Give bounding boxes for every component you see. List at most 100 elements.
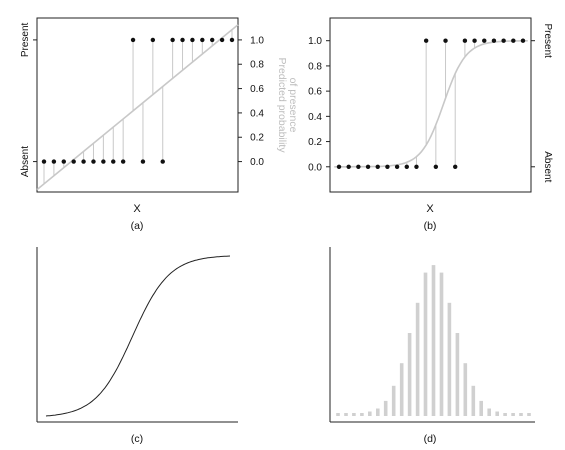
panel-a-right-axis-label-line1: Predicted probability <box>276 57 288 153</box>
panel-a-point <box>101 159 106 164</box>
panel-d-bar <box>471 385 476 416</box>
panel-d-bar <box>527 413 531 416</box>
panel-d-bar <box>336 413 340 416</box>
panel-a-right-ticklabel: 0.0 <box>250 157 264 168</box>
panel-c-curve <box>45 255 231 417</box>
panel-a-left-ticklabel: Absent <box>20 146 31 177</box>
panel-b-point <box>443 38 448 43</box>
panel-b-point <box>404 164 409 169</box>
panel-a-fitted-line <box>36 24 239 191</box>
panel-a-point <box>180 37 185 43</box>
panel-d-bar <box>415 302 420 416</box>
panel-d-bar <box>511 413 515 416</box>
panel-a-left-ticks: Absent Present <box>20 22 37 177</box>
panel-b-left-ticklabel: 1.0 <box>308 36 322 47</box>
panel-b-caption: (b) <box>424 220 437 232</box>
panel-d-bar <box>487 408 491 416</box>
panel-b-point <box>365 164 371 169</box>
panel-b-point <box>423 38 429 43</box>
panel-b-left-ticklabel: 0.0 <box>308 162 322 173</box>
panel-a-point <box>200 37 205 43</box>
panel-a-point <box>91 159 96 164</box>
panel-b-point <box>433 164 439 169</box>
panel-a-point <box>170 37 175 43</box>
panel-d-bar <box>479 400 483 416</box>
panel-a-point <box>71 159 76 164</box>
panel-d-bar <box>376 408 380 416</box>
panel-a-x-label: X <box>133 203 141 215</box>
panel-a-residuals <box>43 29 233 184</box>
panel-a-point <box>111 159 116 164</box>
panel-d-bar <box>352 413 356 416</box>
panel-a-point <box>190 37 195 43</box>
panel-a-right-ticklabel: 1.0 <box>250 35 264 46</box>
panel-d-bar <box>431 265 436 416</box>
panel-b-left-ticklabel: 0.2 <box>308 137 322 148</box>
panel-b-fitted-curve <box>334 40 528 168</box>
panel-b-left-ticklabel: 0.8 <box>308 61 322 72</box>
panel-d-bar <box>407 333 412 416</box>
panel-c: (c) <box>36 247 238 445</box>
panel-d-bar <box>463 363 468 416</box>
panel-d-bar <box>503 413 507 416</box>
panel-d-bar <box>368 411 372 416</box>
panel-b-point <box>336 164 342 169</box>
panel-a-left-ticklabel: Present <box>20 22 31 57</box>
panel-b-left-ticklabel: 0.4 <box>308 112 322 123</box>
panel-a-points <box>41 37 235 164</box>
panel-a-point <box>81 159 86 164</box>
panel-a-frame <box>36 17 239 193</box>
panel-a: Absent Present 0.0 0.2 0.4 0.6 0.8 1.0 X (a) P… <box>20 17 299 232</box>
panel-b-point <box>501 38 506 43</box>
panel-d-bar <box>439 272 444 416</box>
panel-b-point <box>453 164 458 169</box>
panel-a-right-ticks: 0.0 0.2 0.4 0.6 0.8 1.0 <box>238 35 264 168</box>
panel-a-point <box>130 37 136 43</box>
panel-a-point <box>120 159 126 164</box>
panel-b-right-ticks: Absent Present <box>531 23 553 183</box>
panel-b-left-ticklabel: 0.6 <box>308 87 322 98</box>
panel-b-right-ticklabel: Present <box>542 23 553 58</box>
panel-d-bar <box>399 363 404 416</box>
panel-d-bars <box>336 265 531 416</box>
panel-d-bar <box>455 333 460 416</box>
panel-b-point <box>414 164 419 169</box>
panel-a-point <box>229 37 235 43</box>
panel-b-frame <box>329 17 532 193</box>
panel-d-caption: (d) <box>424 433 437 445</box>
panel-d-bar <box>344 413 348 416</box>
panel-b-point <box>482 38 487 43</box>
panel-a-point <box>150 37 156 43</box>
panel-a-right-ticklabel: 0.4 <box>250 108 264 119</box>
panel-d-bar <box>391 385 396 416</box>
panel-b-x-label: X <box>426 203 434 215</box>
panel-b-residuals <box>338 40 524 167</box>
panel-b-point <box>385 164 390 169</box>
panel-a-caption: (a) <box>131 220 144 232</box>
panel-b: 0.0 0.2 0.4 0.6 0.8 1.0 Absent Present X (b) <box>308 17 553 232</box>
panel-d-bar <box>360 413 364 416</box>
panel-d: (d) <box>329 247 535 445</box>
panel-a-point <box>160 159 165 164</box>
panel-d-bar <box>519 413 523 416</box>
panel-a-point <box>51 159 57 164</box>
panel-a-right-axis-label: Predicted probability of presence <box>276 57 299 153</box>
panel-a-point <box>210 37 215 43</box>
panel-b-point <box>394 164 400 169</box>
panel-a-right-axis-label-line2: of presence <box>287 78 299 133</box>
panel-b-point <box>520 38 526 43</box>
panel-a-right-ticklabel: 0.2 <box>250 133 264 144</box>
panel-b-point <box>491 38 497 43</box>
panel-a-right-ticklabel: 0.6 <box>250 84 264 95</box>
panel-b-points <box>336 38 526 169</box>
panel-d-bar <box>423 272 428 416</box>
panel-b-point <box>462 38 468 43</box>
panel-b-point <box>375 164 380 169</box>
panel-b-point <box>472 38 477 43</box>
panel-a-point <box>140 159 146 164</box>
panel-b-left-ticks: 0.0 0.2 0.4 0.6 0.8 1.0 <box>308 36 330 173</box>
panel-b-point <box>346 164 351 169</box>
panel-c-caption: (c) <box>131 433 143 445</box>
panel-b-right-ticklabel: Absent <box>542 151 553 182</box>
